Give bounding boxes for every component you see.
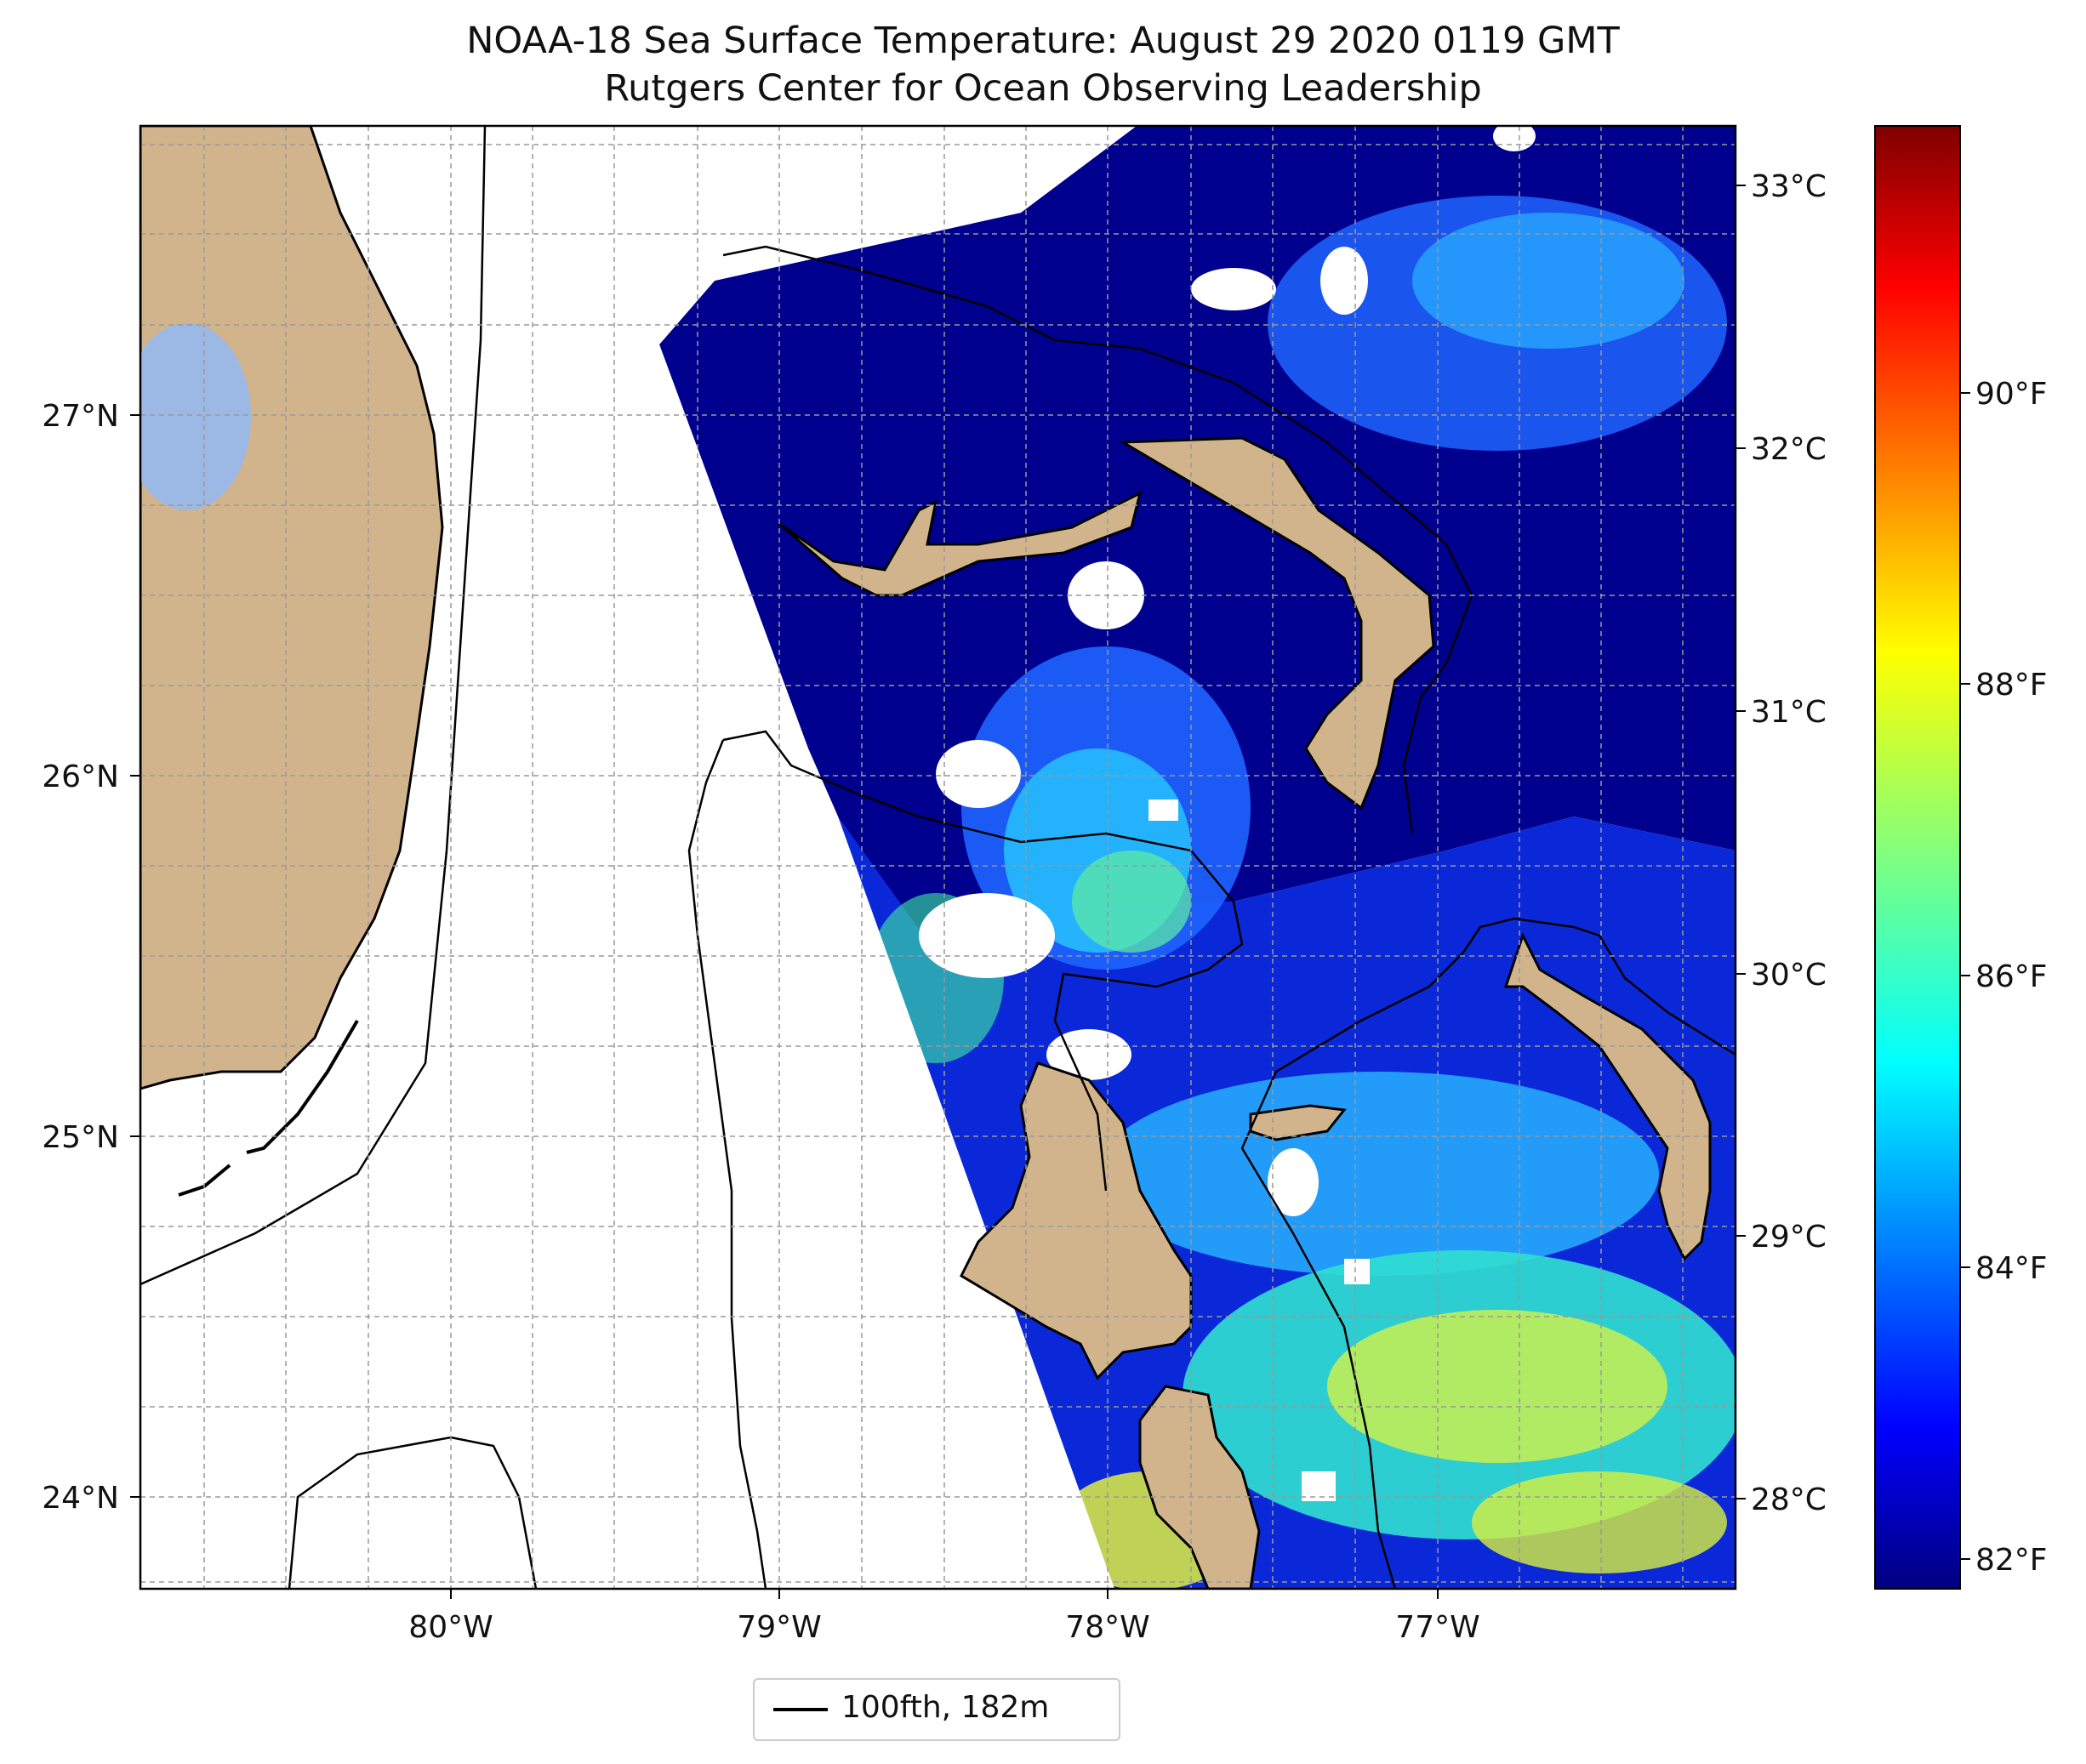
legend-line-swatch	[773, 1708, 828, 1711]
fahrenheit-label-86: 86°F	[1975, 959, 2048, 994]
map-area	[140, 126, 1735, 1589]
celsius-label-28: 28°C	[1751, 1482, 1827, 1517]
legend: 100fth, 182m	[753, 1678, 1120, 1741]
sst-patch-se-3	[1327, 1310, 1667, 1463]
legend-label: 100fth, 182m	[841, 1690, 1050, 1725]
lon-label-77: 77°W	[1395, 1610, 1479, 1645]
chart-title: NOAA-18 Sea Surface Temperature: August …	[466, 20, 1620, 62]
colorbar	[1874, 125, 1961, 1590]
fahrenheit-label-90: 90°F	[1975, 377, 2048, 412]
celsius-label-30: 30°C	[1751, 958, 1827, 993]
fahrenheit-label-82: 82°F	[1975, 1543, 2048, 1578]
celsius-label-33: 33°C	[1751, 169, 1827, 204]
lat-label-27: 27°N	[42, 399, 119, 434]
lon-ticks	[450, 1589, 1439, 1599]
lat-label-26: 26°N	[42, 760, 119, 794]
fahrenheit-ticks	[1960, 392, 1970, 1560]
lon-label-80: 80°W	[408, 1610, 493, 1645]
lat-ticks	[130, 414, 140, 1498]
gridlines	[140, 126, 1735, 1589]
lat-label-25: 25°N	[42, 1120, 119, 1155]
lon-label-78: 78°W	[1065, 1610, 1149, 1645]
fahrenheit-label-84: 84°F	[1975, 1251, 2048, 1286]
sst-patch-se-4	[1472, 1471, 1727, 1573]
celsius-label-31: 31°C	[1751, 695, 1827, 730]
celsius-ticks	[1735, 185, 1746, 1499]
lake-okeechobee	[140, 323, 251, 510]
land-andros-south	[1138, 1385, 1261, 1589]
isobath-100fth	[140, 126, 1735, 1589]
map-frame	[139, 124, 1737, 1590]
sst-patch-ne-2	[1412, 213, 1684, 349]
land-andros	[960, 1061, 1193, 1380]
lon-label-79: 79°W	[737, 1610, 821, 1645]
celsius-label-32: 32°C	[1751, 432, 1827, 467]
sst-patch-se-1	[1097, 1072, 1659, 1276]
chart-subtitle: Rutgers Center for Ocean Observing Leade…	[604, 67, 1482, 110]
celsius-label-29: 29°C	[1751, 1220, 1827, 1255]
lat-label-24: 24°N	[42, 1481, 119, 1516]
fahrenheit-label-88: 88°F	[1975, 668, 2048, 703]
sst-patch-center-3	[1072, 851, 1191, 953]
